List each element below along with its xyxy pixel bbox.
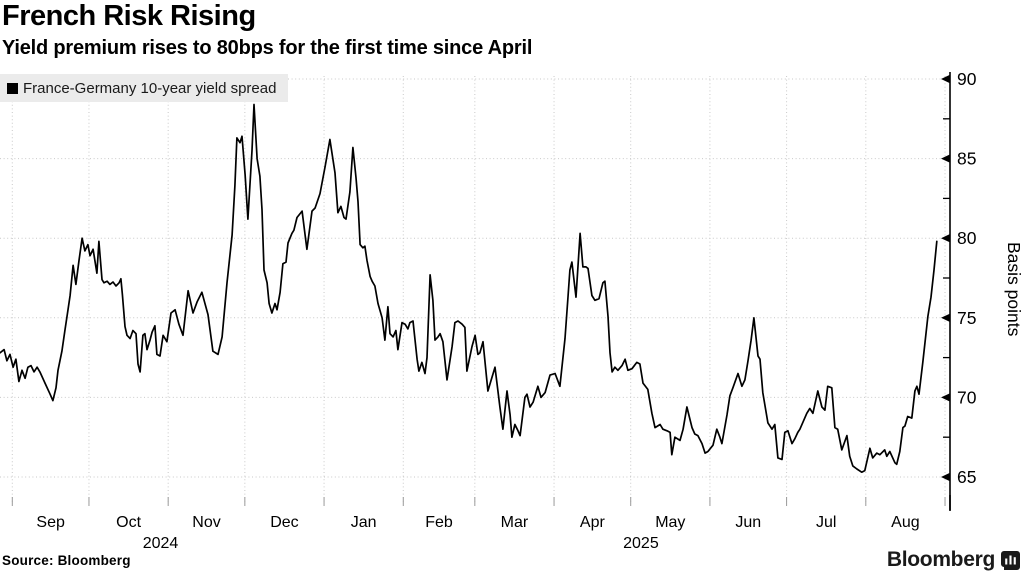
x-month-label: Dec — [270, 514, 298, 531]
bloomberg-wordmark: Bloomberg — [886, 548, 995, 571]
x-month-label: Apr — [580, 514, 606, 531]
y-tick-label: 90 — [957, 69, 977, 89]
x-month-label: Mar — [501, 514, 529, 531]
spread-line-series — [0, 103, 938, 474]
y-tick-label: 80 — [957, 228, 977, 248]
y-tick-label: 65 — [957, 467, 976, 487]
bloomberg-logo-icon — [1001, 550, 1020, 570]
y-major-tick — [941, 472, 950, 482]
y-major-tick — [941, 234, 950, 243]
legend: France-Germany 10-year yield spread — [0, 74, 289, 102]
y-major-tick — [941, 74, 950, 84]
x-year-label: 2024 — [143, 535, 179, 552]
y-tick-label: 75 — [957, 308, 976, 328]
y-tick-label: 70 — [957, 387, 977, 407]
y-major-tick — [941, 393, 950, 402]
y-tick-label: 85 — [957, 149, 976, 169]
y-major-tick — [941, 154, 950, 163]
legend-label: France-Germany 10-year yield spread — [23, 79, 277, 97]
y-axis-title: Basis points — [1004, 242, 1024, 337]
x-month-label: Oct — [116, 514, 141, 531]
x-month-label: Sep — [36, 514, 65, 531]
x-month-label: Jun — [735, 514, 761, 531]
bloomberg-branding: Bloomberg — [887, 548, 1020, 572]
x-month-label: Jan — [351, 514, 377, 531]
x-month-label: Aug — [891, 514, 919, 531]
x-month-label: Feb — [425, 514, 453, 531]
y-major-tick — [941, 313, 950, 322]
x-month-label: Nov — [192, 514, 220, 531]
x-year-label: 2025 — [623, 535, 659, 552]
page-title: French Risk Rising — [2, 0, 256, 32]
source-attribution: Source: Bloomberg — [2, 553, 131, 568]
x-month-label: May — [655, 514, 685, 531]
page-subtitle: Yield premium rises to 80bps for the fir… — [2, 37, 533, 59]
x-month-label: Jul — [816, 514, 836, 531]
legend-marker-icon — [7, 82, 18, 94]
